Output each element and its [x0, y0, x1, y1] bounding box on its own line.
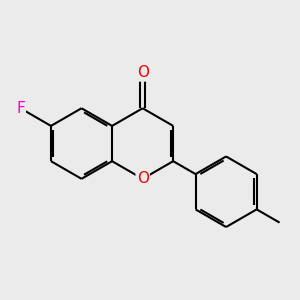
Text: F: F: [16, 101, 25, 116]
Text: O: O: [136, 65, 148, 80]
Text: O: O: [136, 171, 148, 186]
